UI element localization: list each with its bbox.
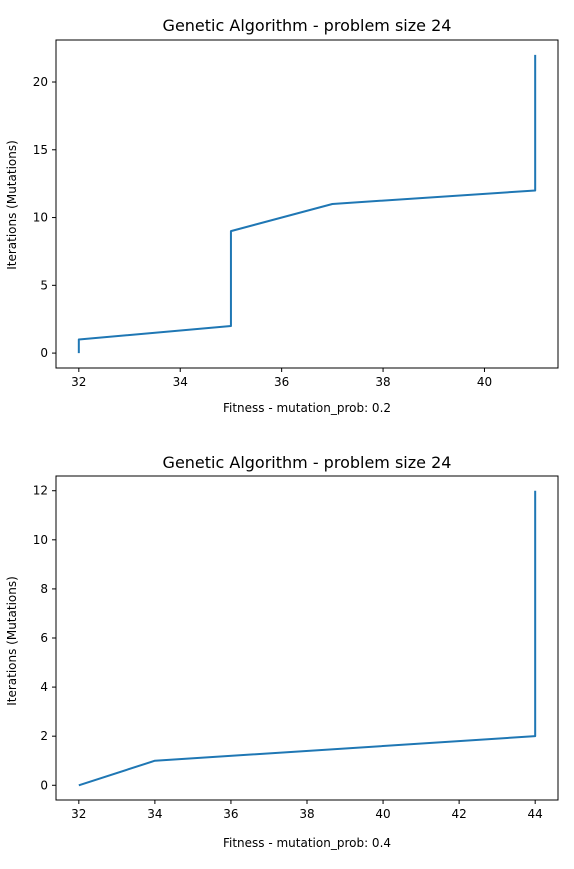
chart-1-title: Genetic Algorithm - problem size 24: [163, 16, 452, 35]
y-tick-label: 20: [33, 75, 48, 89]
x-tick-label: 42: [451, 807, 466, 821]
x-tick-label: 40: [477, 375, 492, 389]
y-tick-label: 4: [40, 680, 48, 694]
y-tick-label: 6: [40, 631, 48, 645]
x-tick-label: 38: [299, 807, 314, 821]
chart-1-svg: Genetic Algorithm - problem size 24 Iter…: [5, 16, 559, 415]
chart-2-ylabel: Iterations (Mutations): [5, 576, 19, 706]
chart-2-xlabel: Fitness - mutation_prob: 0.4: [223, 836, 391, 850]
chart-2-series-line: [78, 490, 537, 787]
chart-1-series-line: [77, 54, 537, 354]
plot-frame: [55, 475, 559, 801]
chart-1: Genetic Algorithm - problem size 24 Iter…: [0, 0, 574, 420]
y-tick-label: 10: [33, 211, 48, 225]
y-tick-label: 15: [33, 143, 48, 157]
plot-frame: [55, 39, 559, 369]
y-tick-label: 2: [40, 729, 48, 743]
x-tick-label: 40: [375, 807, 390, 821]
x-tick-label: 38: [375, 375, 390, 389]
y-tick-label: 5: [40, 278, 48, 292]
y-tick-label: 8: [40, 582, 48, 596]
y-tick-label: 0: [40, 346, 48, 360]
chart-2-svg: Genetic Algorithm - problem size 24 Iter…: [5, 453, 559, 850]
x-tick-label: 34: [147, 807, 162, 821]
y-tick-label: 12: [33, 484, 48, 498]
chart-1-ylabel: Iterations (Mutations): [5, 140, 19, 270]
chart-1-xlabel: Fitness - mutation_prob: 0.2: [223, 401, 391, 415]
x-tick-label: 32: [71, 375, 86, 389]
x-tick-label: 32: [71, 807, 86, 821]
x-tick-label: 44: [528, 807, 543, 821]
chart-2-title: Genetic Algorithm - problem size 24: [163, 453, 452, 472]
x-tick-label: 36: [274, 375, 289, 389]
y-tick-label: 0: [40, 778, 48, 792]
chart-1-plot-area: 32 34 36 38 40 0 5 10 15 20: [33, 39, 559, 389]
x-tick-label: 36: [223, 807, 238, 821]
x-tick-label: 34: [173, 375, 188, 389]
y-tick-label: 10: [33, 533, 48, 547]
chart-2-plot-area: 32 34 36 38 40 42 44 0 2 4 6 8 10 12: [33, 475, 559, 821]
chart-2: Genetic Algorithm - problem size 24 Iter…: [0, 440, 574, 864]
